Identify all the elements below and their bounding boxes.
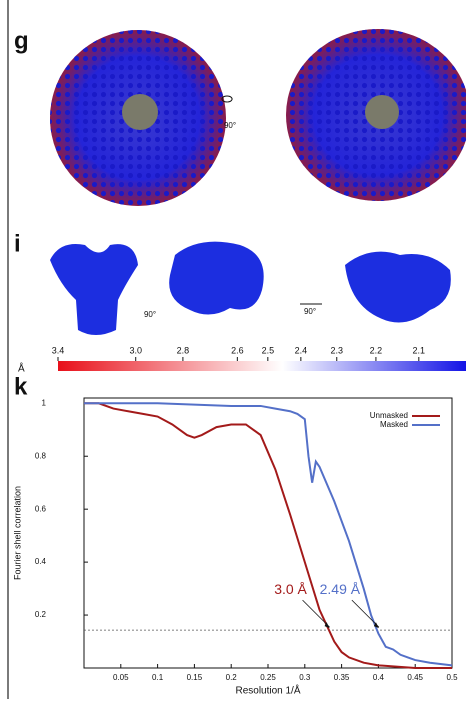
annotation-arrow bbox=[351, 599, 380, 628]
x-tick-label: 0.1 bbox=[152, 673, 164, 682]
y-tick-label: 0.4 bbox=[35, 557, 47, 566]
fsc-curve bbox=[84, 402, 453, 667]
sphere-left bbox=[50, 30, 226, 206]
colorbar-unit: Å bbox=[18, 362, 25, 375]
annotation-arrow bbox=[302, 599, 330, 628]
x-tick-label: 0.05 bbox=[113, 673, 129, 682]
colorbar bbox=[58, 361, 466, 371]
y-tick-label: 1 bbox=[42, 398, 47, 407]
x-tick-label: 0.45 bbox=[407, 673, 423, 682]
legend-label: Masked bbox=[380, 420, 408, 429]
fsc-curve bbox=[84, 402, 452, 669]
colorbar-tick-label: 3.0 bbox=[129, 345, 142, 355]
density-maps bbox=[50, 241, 451, 335]
colorbar-tick-label: 2.1 bbox=[413, 345, 426, 355]
y-axis-label: Fourier shell correlation bbox=[12, 486, 22, 580]
arrow-head bbox=[324, 622, 330, 629]
x-tick-label: 0.2 bbox=[226, 673, 238, 682]
panel-label: g bbox=[14, 27, 29, 54]
y-tick-label: 0.8 bbox=[35, 451, 47, 460]
plot-frame bbox=[83, 397, 453, 669]
panel-label: k bbox=[14, 373, 28, 400]
panel-label: i bbox=[14, 230, 21, 257]
rotation-label: 90° bbox=[144, 310, 156, 319]
annotation: 3.0 Å bbox=[274, 581, 307, 597]
colorbar-tick-label: 2.4 bbox=[295, 345, 308, 355]
y-tick-label: 0.2 bbox=[35, 610, 47, 619]
x-tick-label: 0.5 bbox=[446, 673, 458, 682]
colorbar-tick-label: 2.2 bbox=[370, 345, 383, 355]
x-tick-label: 0.4 bbox=[373, 673, 385, 682]
colorbar-tick-label: 2.8 bbox=[177, 345, 190, 355]
colorbar-tick-label: 2.5 bbox=[262, 345, 275, 355]
x-tick-label: 0.35 bbox=[334, 673, 350, 682]
rotation-label: 90° bbox=[304, 307, 316, 316]
colorbar-tick-label: 3.4 bbox=[52, 345, 65, 355]
legend-label: Unmasked bbox=[370, 411, 408, 420]
arrow-head bbox=[373, 622, 379, 629]
rotation-label: 90° bbox=[224, 121, 236, 130]
y-tick-label: 0.6 bbox=[35, 504, 47, 513]
x-tick-label: 0.25 bbox=[260, 673, 276, 682]
sphere-right bbox=[286, 29, 466, 201]
x-tick-label: 0.3 bbox=[299, 673, 311, 682]
x-axis-label: Resolution 1/Å bbox=[235, 684, 300, 697]
annotation: 2.49 Å bbox=[320, 581, 361, 597]
colorbar-tick-label: 2.6 bbox=[231, 345, 244, 355]
rotation-icon bbox=[221, 95, 233, 103]
x-tick-label: 0.15 bbox=[187, 673, 203, 682]
colorbar-tick-label: 2.3 bbox=[330, 345, 343, 355]
